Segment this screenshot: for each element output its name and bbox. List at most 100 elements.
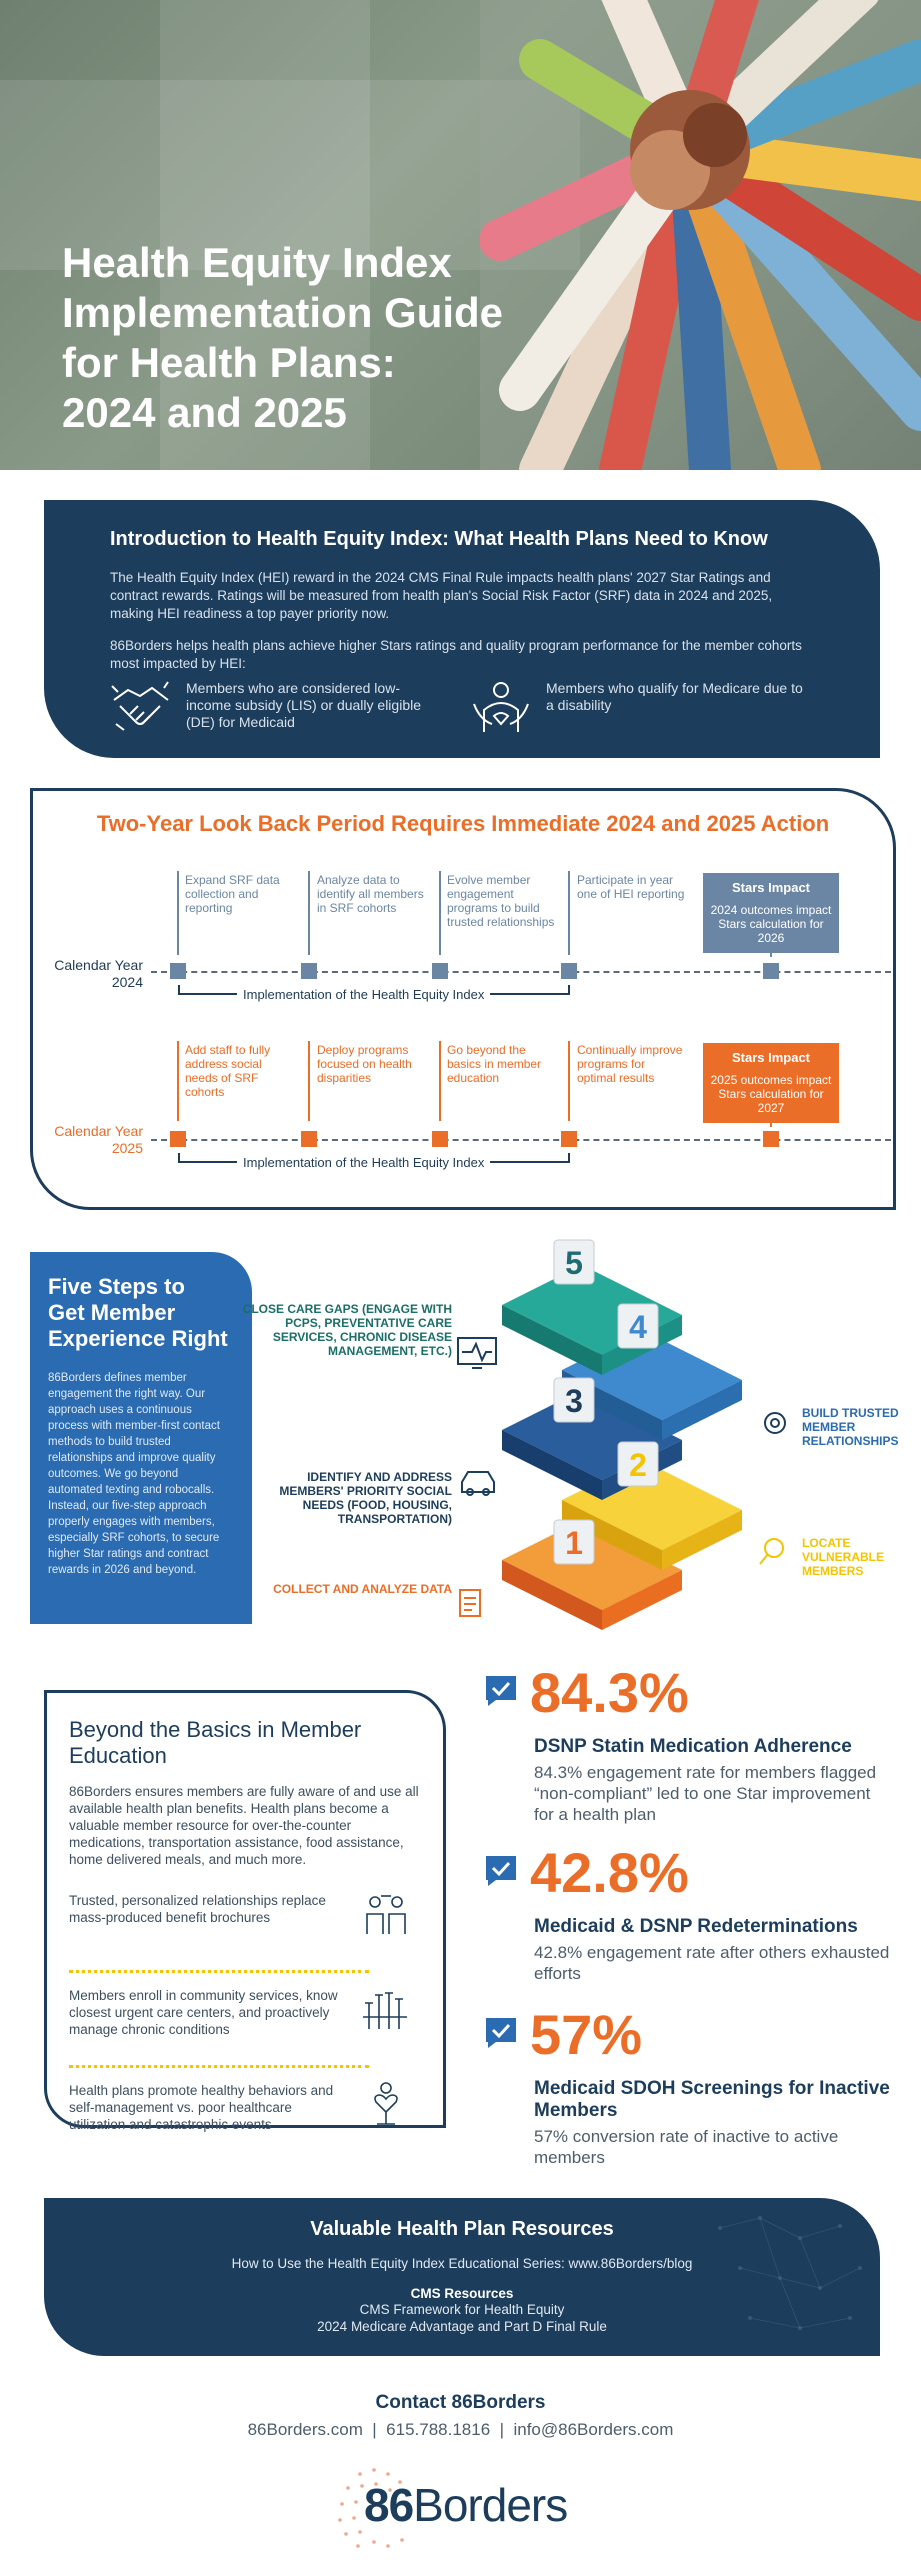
timeline-step: Evolve member engagement programs to bui… [447, 873, 555, 929]
staircase-graphic: 1 2 3 4 5 [457, 1239, 786, 1630]
five-steps-heading-line: Get Member [48, 1300, 176, 1325]
hero-title-line: Health Equity Index [62, 239, 452, 286]
hero-title-line: 2024 and 2025 [62, 389, 347, 436]
caregiver-icon [473, 682, 529, 732]
calendar-year-value: 2025 [111, 1140, 143, 1156]
stair-step-2-front [662, 1510, 742, 1570]
contact-section: Contact 86Borders 86Borders.com | 615.78… [0, 2392, 921, 2440]
timeline-connector [439, 871, 441, 955]
intro-heading: Introduction to Health Equity Index: Wha… [110, 528, 768, 550]
stair-step-1-side [502, 1560, 602, 1630]
five-steps-heading: Five Steps to Get Member Experience Righ… [48, 1274, 234, 1352]
stat-title: Medicaid & DSNP Redeterminations [534, 1916, 858, 1937]
member-cohort-lis: Members who are considered low-income su… [110, 680, 430, 738]
check-bubble-icon [486, 1676, 516, 1706]
beyond-item-text: Trusted, personalized relationships repl… [69, 1893, 326, 1925]
timeline-step: Expand SRF data collection and reporting [185, 873, 280, 915]
stat-description: 42.8% engagement rate after others exhau… [534, 1943, 890, 1983]
timeline-marker [561, 1131, 577, 1147]
cms-resources-heading: CMS Resources [410, 2286, 514, 2301]
timeline-marker [561, 963, 577, 979]
implementation-label: Implementation of the Health Equity Inde… [237, 987, 491, 1002]
timeline-connector [770, 947, 772, 957]
stat-value: 84.3% [530, 1661, 689, 1724]
stars-impact-text: 2024 outcomes impact Stars calculation f… [710, 903, 832, 945]
dotted-separator [69, 1970, 369, 1973]
five-steps-heading-line: Experience Right [48, 1326, 228, 1351]
stars-impact-text: 2025 outcomes impact Stars calculation f… [710, 1073, 832, 1115]
step-label-close-gaps: CLOSE CARE GAPS (ENGAGE WITH PCPS, PREVE… [242, 1302, 452, 1358]
member-cohort-disability: Members who qualify for Medicare due to … [470, 680, 810, 738]
timeline-connector [177, 871, 179, 955]
five-steps-heading-line: Five Steps to [48, 1274, 185, 1299]
timeline-marker [432, 1131, 448, 1147]
contact-heading: Contact 86Borders [375, 2392, 546, 2413]
resources-panel: Valuable Health Plan Resources How to Us… [44, 2198, 880, 2356]
step-number-2: 2 [629, 1447, 647, 1483]
gear-icon [764, 1412, 786, 1434]
check-bubble-icon [486, 1856, 516, 1886]
step-number-3: 3 [565, 1383, 583, 1419]
timeline-track-2024 [151, 971, 891, 973]
timeline-marker [170, 1131, 186, 1147]
contact-details[interactable]: 86Borders.com | 615.788.1816 | info@86Bo… [247, 2420, 674, 2439]
timeline-heading: Two-Year Look Back Period Requires Immed… [96, 811, 830, 836]
timeline-marker [301, 963, 317, 979]
step-number-1: 1 [565, 1525, 583, 1561]
timeline-marker [301, 1131, 317, 1147]
member-cohort-text: Members who qualify for Medicare due to … [546, 680, 803, 713]
step-label-locate: LOCATE VULNERABLE MEMBERS [802, 1536, 885, 1578]
beyond-lead: 86Borders ensures members are fully awar… [69, 1784, 419, 1867]
timeline-connector [770, 1117, 772, 1127]
step-label-build-trust: BUILD TRUSTED MEMBER RELATIONSHIPS [802, 1406, 899, 1448]
cms-resource-link[interactable]: 2024 Medicare Advantage and Part D Final… [317, 2319, 607, 2334]
timeline-marker [763, 963, 779, 979]
timeline-step: Analyze data to identify all members in … [317, 873, 424, 915]
monitor-heartbeat-icon [457, 1337, 497, 1369]
intro-paragraph: 86Borders helps health plans achieve hig… [110, 638, 802, 671]
stars-impact-2024: Stars Impact 2024 outcomes impact Stars … [703, 873, 839, 953]
stair-step-3-side [502, 1430, 602, 1500]
five-steps-panel: Five Steps to Get Member Experience Righ… [30, 1252, 252, 1624]
intro-panel: Introduction to Health Equity Index: Wha… [44, 500, 880, 758]
timeline-marker [170, 963, 186, 979]
step-label-identify: IDENTIFY AND ADDRESS MEMBERS' PRIORITY S… [279, 1470, 452, 1526]
stair-step-1-front [602, 1570, 682, 1630]
timeline-step: Add staff to fully address social needs … [185, 1043, 271, 1099]
logo-wordmark: 86Borders [364, 2478, 568, 2532]
timeline-panel: Two-Year Look Back Period Requires Immed… [30, 788, 896, 1210]
timeline-connector [308, 871, 310, 955]
stat-title: DSNP Statin Medication Adherence [534, 1736, 852, 1757]
stat-description: 57% conversion rate of inactive to activ… [534, 2127, 839, 2167]
clipboard-icon [459, 1589, 481, 1617]
stars-impact-title: Stars Impact [731, 1050, 811, 1065]
hero-title-line: Implementation Guide [62, 289, 504, 336]
timeline-step: Go beyond the basics in member education [447, 1043, 542, 1085]
timeline-connector [568, 871, 570, 955]
network-dots-decoration [718, 2216, 862, 2330]
globe-dots-icon [338, 2468, 404, 2548]
resources-heading: Valuable Health Plan Resources [310, 2218, 614, 2240]
stair-step-1 [502, 1520, 682, 1610]
stat-sdoh: 57% Medicaid SDOH Screenings for Inactiv… [484, 2003, 894, 2167]
timeline-connector [308, 1041, 310, 1121]
handshake-icon [111, 681, 169, 731]
beyond-basics-panel: Beyond the Basics in Member Education 86… [44, 1690, 446, 2132]
stat-statin: 84.3% DSNP Statin Medication Adherence 8… [484, 1661, 894, 1824]
cms-resource-link[interactable]: CMS Framework for Health Equity [359, 2302, 565, 2317]
hands-illustration [480, 0, 921, 470]
stat-description: 84.3% engagement rate for members flagge… [534, 1763, 877, 1824]
member-cohorts: Members who are considered low-income su… [110, 680, 814, 750]
stat-redeterminations: 42.8% Medicaid & DSNP Redeterminations 4… [484, 1841, 894, 1983]
resources-series-link[interactable]: How to Use the Health Equity Index Educa… [231, 2256, 693, 2271]
stair-step-2-side [562, 1500, 662, 1570]
community-hands-icon [363, 1992, 407, 2029]
check-bubble-icon [486, 2018, 516, 2048]
hero-title: Health Equity Index Implementation Guide… [62, 238, 582, 438]
stat-value: 57% [530, 2003, 643, 2066]
calendar-year-label: Calendar Year [54, 957, 143, 973]
timeline-step: Continually improve programs for optimal… [577, 1043, 683, 1085]
timeline-step: Deploy programs focused on health dispar… [317, 1043, 412, 1085]
calendar-year-2024: Calendar Year 2024 [43, 957, 143, 991]
map-pin-icon [759, 1538, 784, 1565]
